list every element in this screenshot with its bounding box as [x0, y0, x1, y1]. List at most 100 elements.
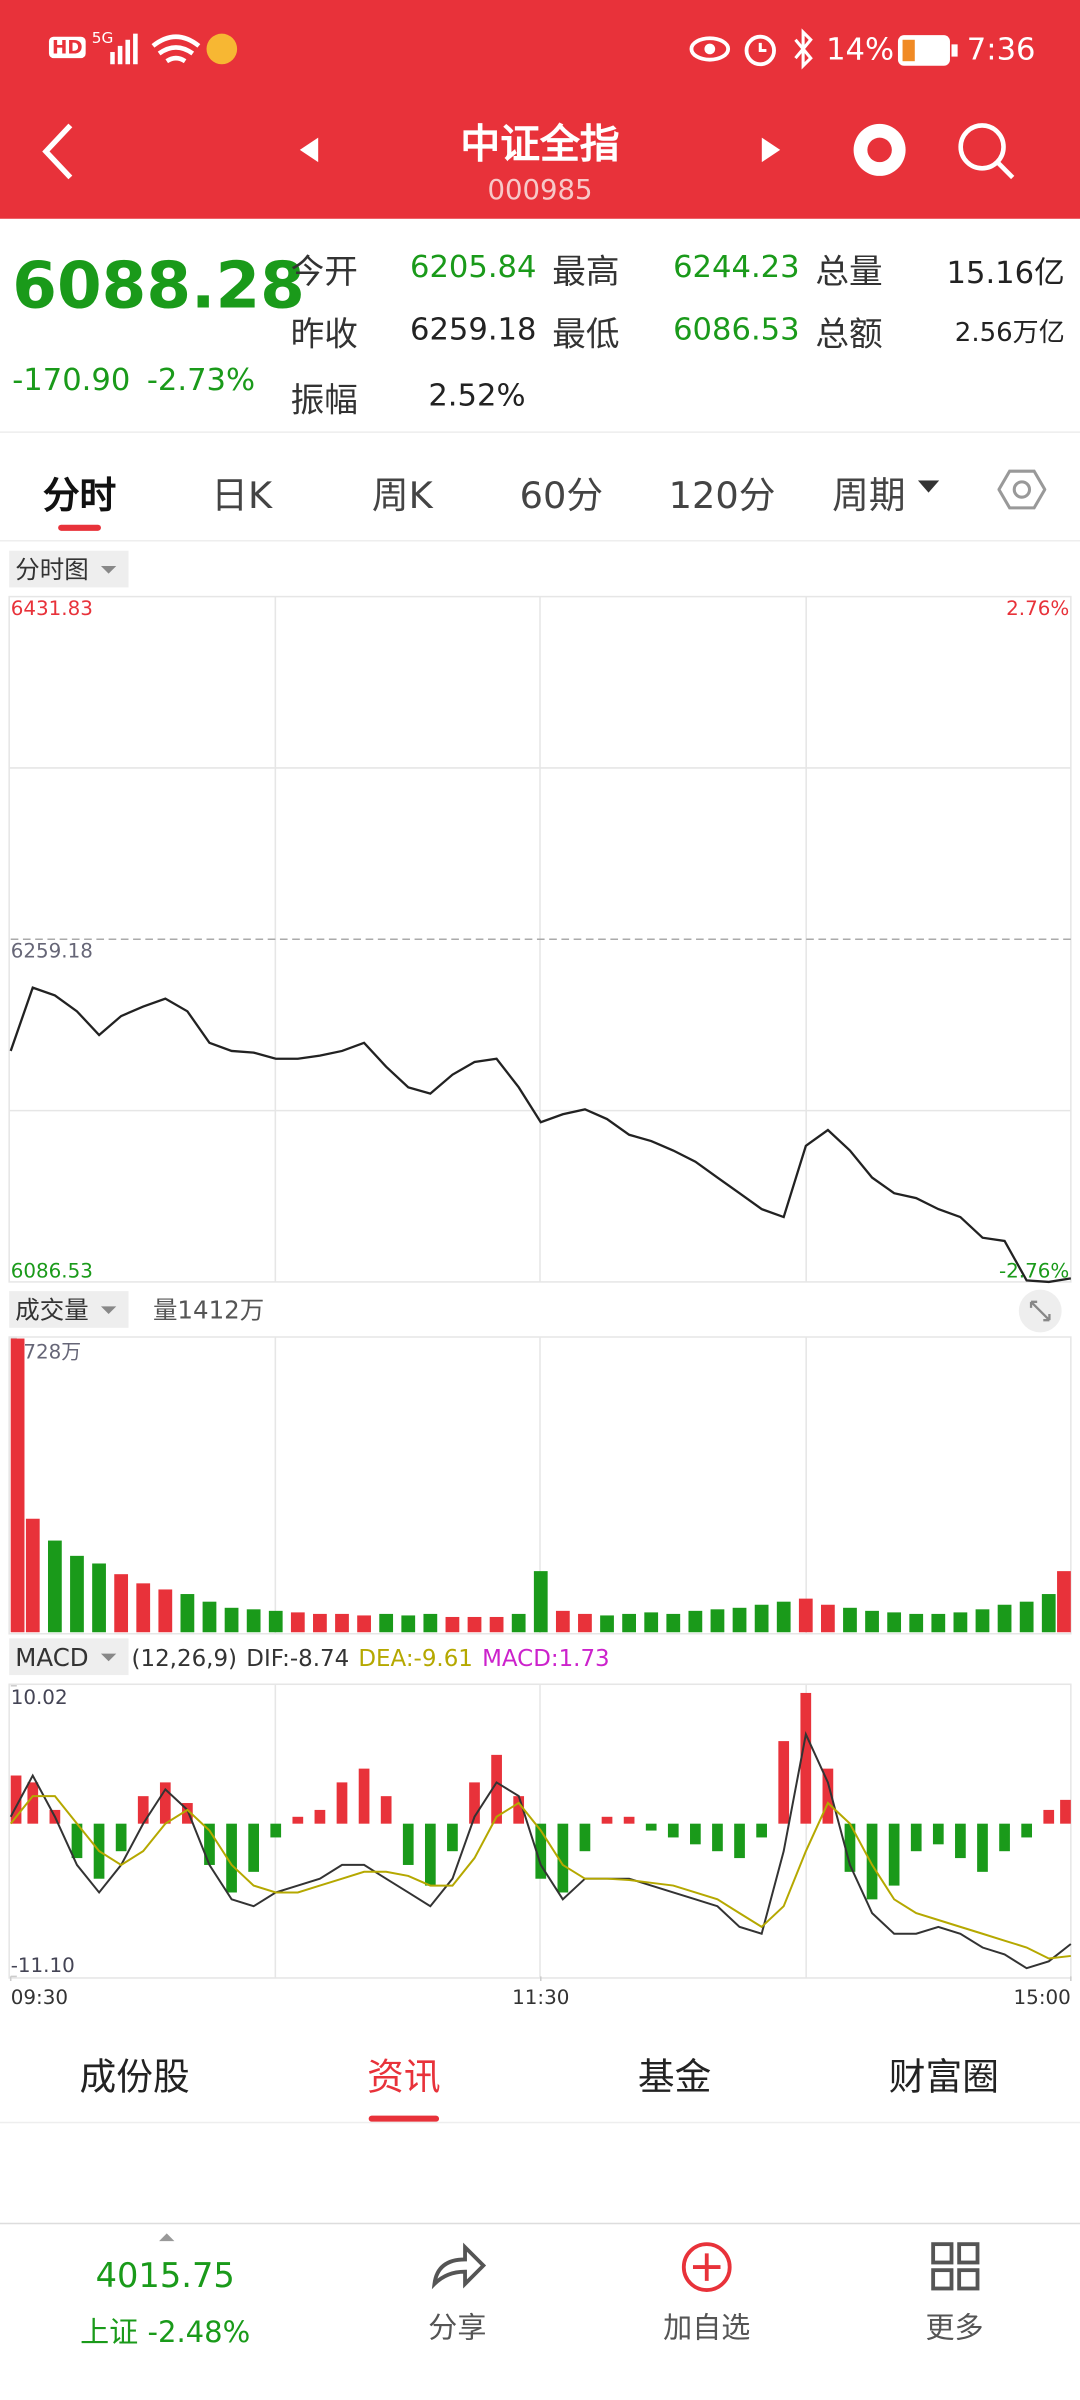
macd-bar	[623, 1816, 635, 1824]
volume-bar	[290, 1612, 305, 1633]
x-tick-label: 15:00	[1014, 1986, 1071, 2009]
volume-bar	[25, 1518, 40, 1633]
field-value: 6205.84	[409, 247, 537, 285]
price: 6088.28	[12, 247, 305, 323]
field-label: 最高	[552, 253, 620, 293]
macd-bar	[336, 1782, 348, 1824]
index-change[interactable]: 上证 -2.48%	[80, 2316, 251, 2350]
volume-bar	[754, 1604, 769, 1633]
macd-bar	[314, 1809, 326, 1824]
volume-label: 量1412万	[153, 1296, 264, 1325]
macd-bar	[535, 1823, 547, 1879]
volume-bar	[843, 1607, 857, 1633]
volume-bar	[931, 1613, 946, 1633]
x-tick-label: 11:30	[512, 1986, 569, 2009]
status-icons-right	[689, 28, 813, 70]
battery-icon	[897, 35, 958, 66]
pct: -2.73%	[146, 361, 256, 398]
volume-bar	[666, 1613, 681, 1633]
macd-bar	[888, 1823, 900, 1886]
hd-icon: HD	[48, 36, 86, 59]
volume-bar	[70, 1555, 84, 1633]
macd-bar	[557, 1823, 569, 1893]
volume-bar	[202, 1601, 217, 1633]
volume-bar	[246, 1609, 261, 1633]
volume-bar	[1041, 1594, 1056, 1633]
volume-bar	[423, 1613, 438, 1633]
field-value: 6086.53	[673, 310, 800, 348]
tab[interactable]: 日K	[211, 474, 273, 518]
macd-bar	[1060, 1799, 1071, 1824]
nav-icons	[42, 123, 1015, 180]
volume-bar	[953, 1612, 968, 1633]
divider	[0, 540, 1080, 542]
macd-bar	[137, 1796, 149, 1824]
macd-bar	[690, 1823, 701, 1845]
volume-bar	[401, 1615, 416, 1633]
bottom-tab[interactable]: 成份股	[79, 2055, 190, 2099]
prev[interactable]	[299, 137, 319, 163]
tab[interactable]: 周期	[832, 474, 906, 518]
battery-text: 14%	[826, 30, 895, 68]
macd-bar	[358, 1768, 370, 1824]
macd-bar	[248, 1823, 260, 1872]
y-tick-label: 10.02	[11, 1686, 68, 1709]
price-line	[9, 986, 1072, 1284]
bottom-tab[interactable]: 基金	[637, 2055, 712, 2099]
panel-title: MACD	[15, 1643, 88, 1672]
next[interactable]	[761, 137, 781, 163]
tab[interactable]: 120分	[668, 474, 776, 518]
volume-bar	[622, 1613, 636, 1633]
bottom-tab[interactable]: 财富圈	[888, 2055, 999, 2099]
y2-tick-label: -2.76%	[999, 1259, 1069, 1282]
y2-tick-label: 2.76%	[1006, 597, 1069, 620]
macd-bar	[1021, 1823, 1033, 1838]
add-icon[interactable]	[681, 2242, 732, 2292]
volume-bar	[600, 1615, 614, 1633]
macd-bar	[645, 1823, 657, 1831]
macd-bar	[866, 1823, 878, 1900]
macd-bar	[204, 1823, 215, 1865]
volume-bar	[578, 1613, 592, 1633]
macd-bar	[71, 1823, 83, 1859]
macd-bar	[955, 1823, 966, 1859]
volume-bar	[887, 1612, 902, 1633]
macd-bar	[115, 1823, 127, 1852]
change: -170.90	[12, 361, 131, 398]
tab[interactable]: 周K	[371, 474, 433, 518]
tab[interactable]: 60分	[519, 474, 604, 518]
volume-bar	[533, 1571, 548, 1633]
y-tick-label: -11.10	[11, 1954, 75, 1977]
add-watch[interactable]: 加自选	[663, 2311, 751, 2346]
macd-bar	[27, 1782, 39, 1824]
macd-bar	[756, 1823, 767, 1838]
volume-bar	[909, 1613, 924, 1633]
back[interactable]	[42, 123, 73, 180]
macd-bar	[226, 1823, 237, 1893]
volume-bar	[10, 1338, 25, 1633]
macd-bar	[712, 1823, 723, 1852]
search[interactable]	[958, 123, 1006, 171]
index-value[interactable]: 4015.75	[95, 2257, 235, 2297]
status-icons	[110, 33, 238, 65]
panel-title: 成交量	[15, 1296, 88, 1325]
bottom-tab[interactable]: 资讯	[367, 2055, 441, 2099]
more[interactable]: 更多	[925, 2311, 984, 2346]
macd-bar	[270, 1823, 282, 1838]
share[interactable]: 分享	[428, 2311, 487, 2346]
field-label: 昨收	[290, 316, 358, 355]
volume-bar	[997, 1604, 1012, 1633]
field-label: 总额	[815, 316, 883, 355]
tab[interactable]: 分时	[42, 474, 117, 518]
macd-bar	[579, 1823, 591, 1852]
macd-bar	[513, 1796, 525, 1824]
settings[interactable]	[997, 465, 1047, 514]
legend-entry: DIF:-8.74	[246, 1646, 349, 1672]
legend-entry: MACD:1.73	[482, 1646, 610, 1672]
network: 5G	[91, 30, 114, 48]
macd-bar	[10, 1775, 22, 1824]
share-icon[interactable]	[431, 2242, 487, 2290]
legend-entry: DEA:-9.61	[358, 1646, 473, 1672]
volume-bar	[511, 1613, 526, 1633]
more-icon[interactable]	[931, 2242, 980, 2291]
